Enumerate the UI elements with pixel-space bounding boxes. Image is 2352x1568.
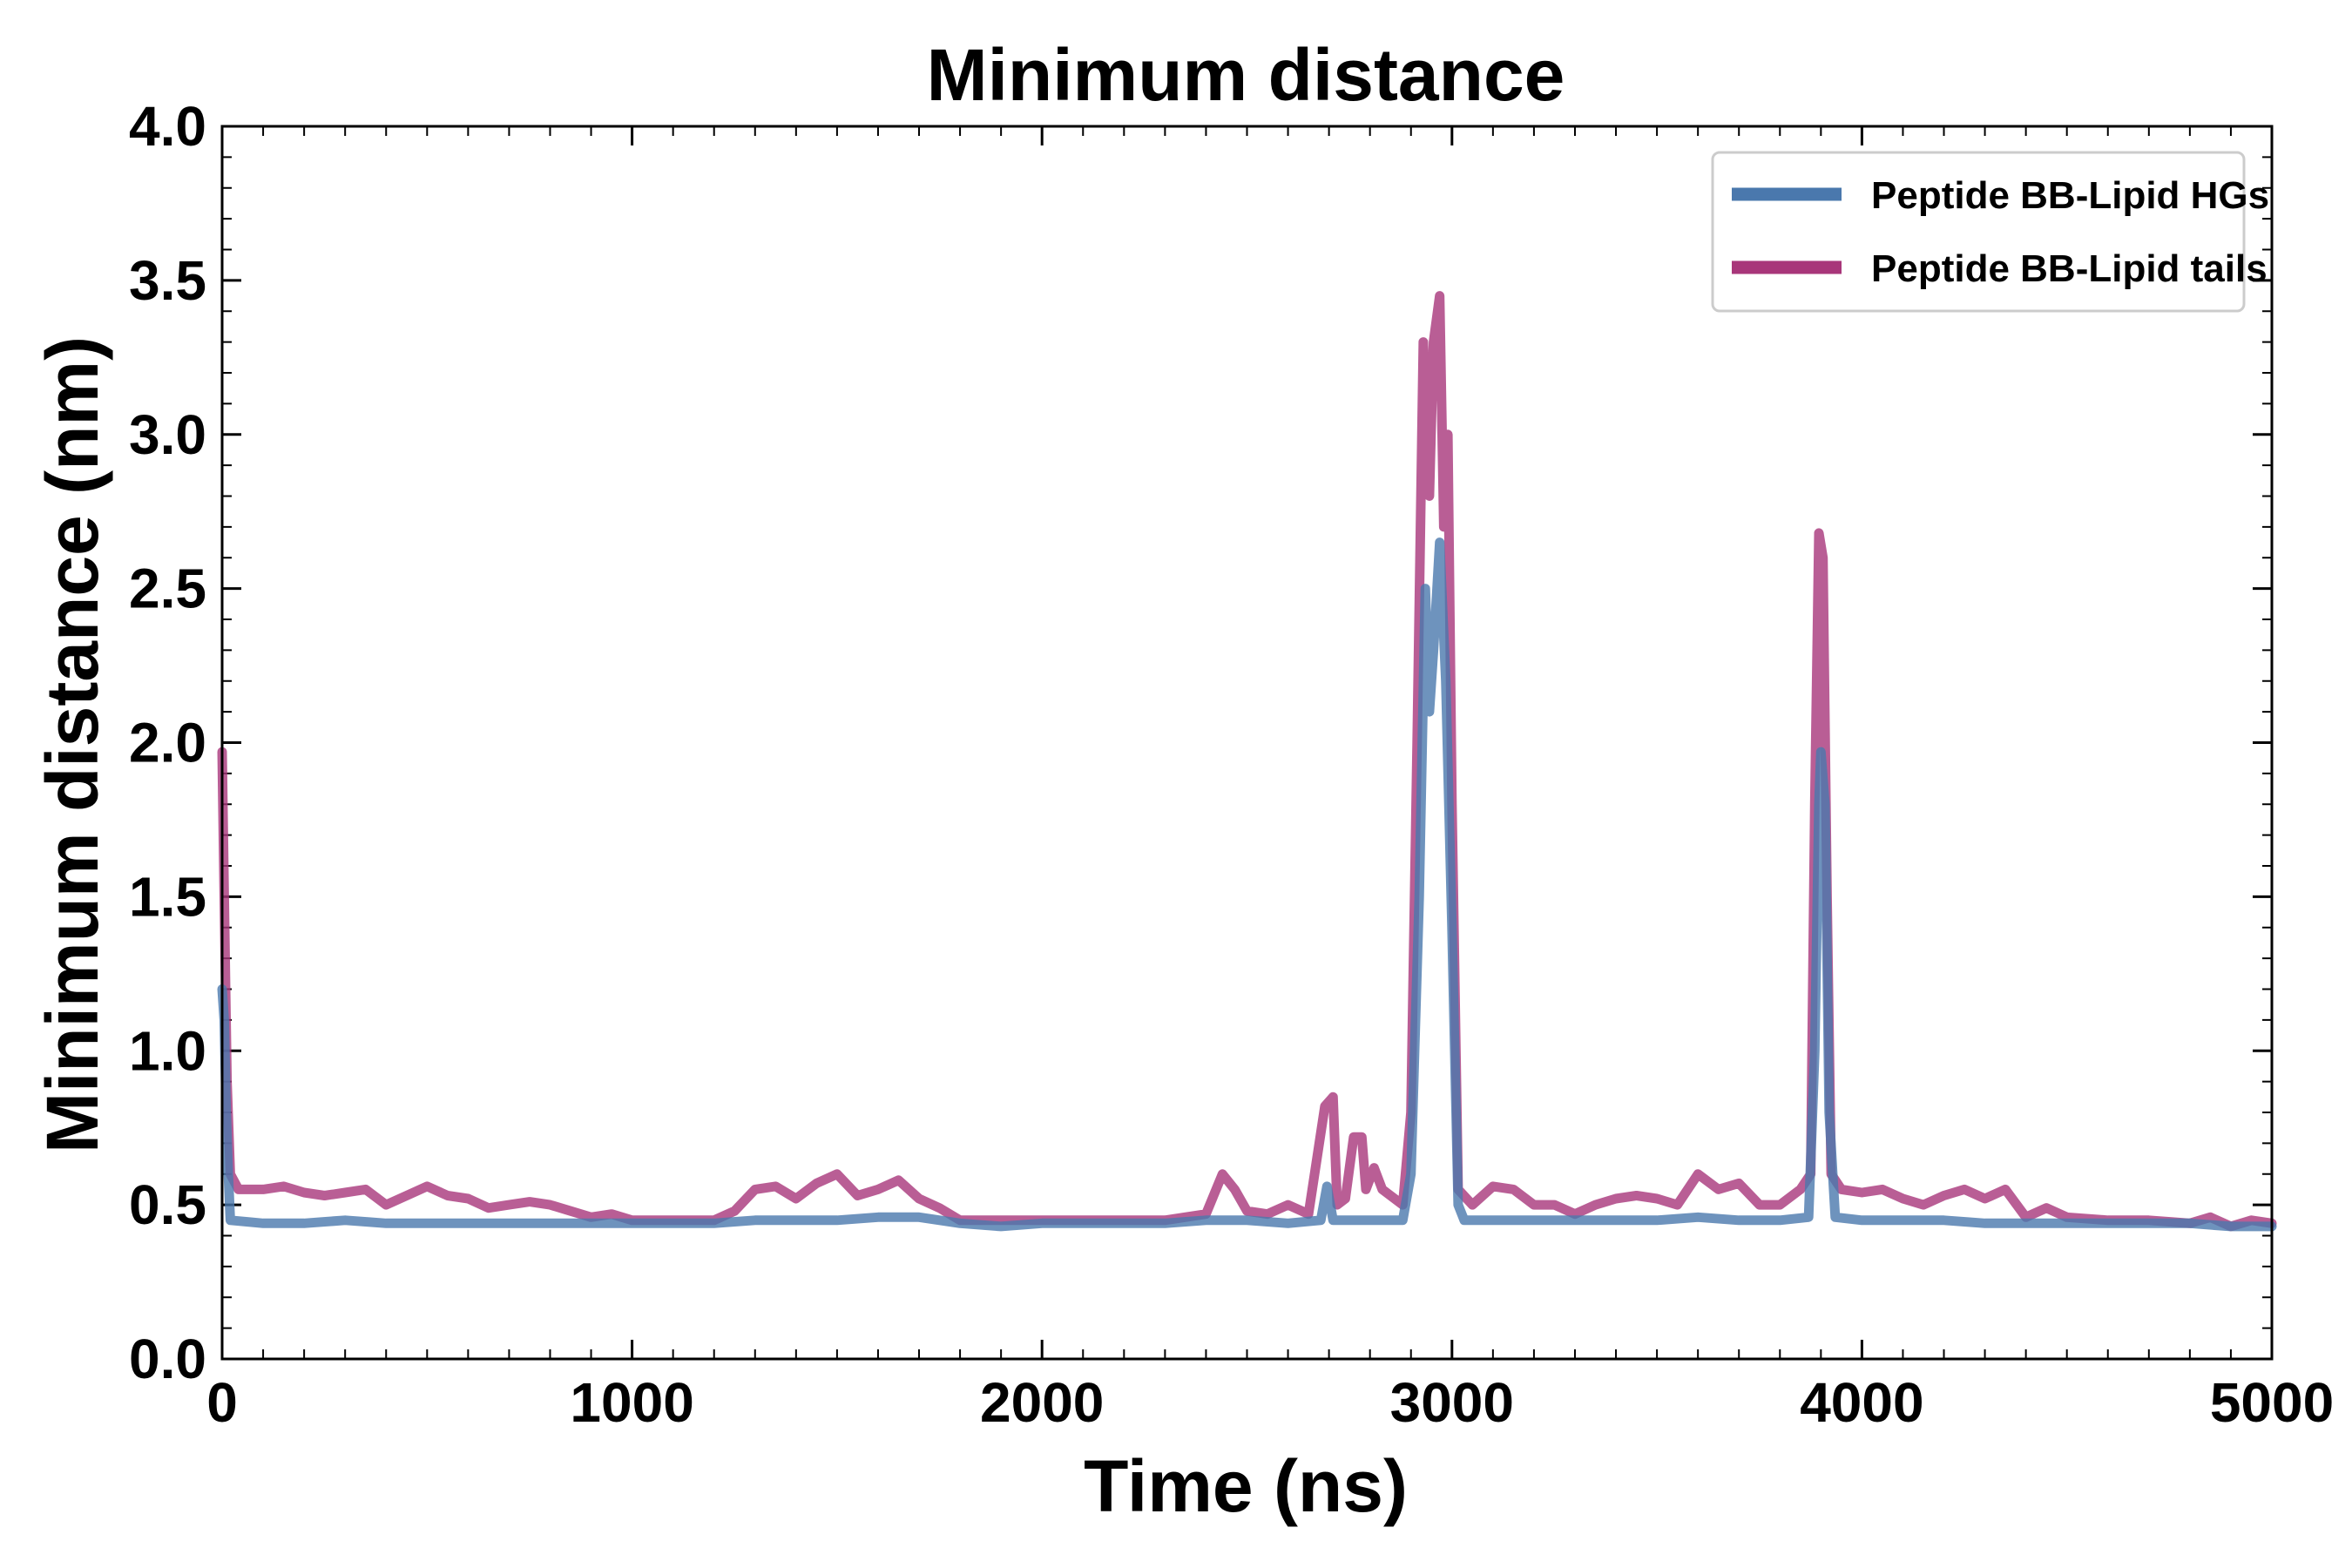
tick-labels: 0 1000 2000 3000 4000 5000 0.0 0.5 1.0 1.5 2.0 2.5 3…	[129, 95, 2334, 1434]
legend-label: Peptide BB-Lipid HGs	[1871, 174, 2269, 217]
x-tick-label: 4000	[1800, 1371, 1923, 1434]
y-tick-label: 2.0	[129, 712, 206, 774]
y-tick-label: 3.0	[129, 403, 206, 466]
y-tick-label: 0.5	[129, 1173, 206, 1236]
y-tick-label: 3.5	[129, 249, 206, 312]
y-tick-label: 4.0	[129, 95, 206, 158]
legend-box	[1711, 151, 2246, 313]
y-tick-label: 1.5	[129, 865, 206, 928]
x-tick-label: 1000	[570, 1371, 693, 1434]
series-lines	[217, 291, 2277, 1232]
y-axis-label: Minimum distance (nm)	[31, 336, 113, 1153]
series-line-lipid-hgs	[217, 537, 2277, 1232]
chart-title: Minimum distance	[927, 34, 1565, 116]
x-tick-label: 2000	[980, 1371, 1104, 1434]
x-tick-label: 0	[206, 1371, 238, 1434]
y-tick-label: 2.5	[129, 558, 206, 620]
y-tick-label: 0.0	[129, 1328, 206, 1390]
legend-label: Peptide BB-Lipid tails	[1871, 247, 2268, 290]
x-tick-label: 3000	[1390, 1371, 1514, 1434]
x-axis-label: Time (ns)	[1084, 1445, 1408, 1527]
plot-area-frame	[220, 125, 2274, 1361]
y-tick-label: 1.0	[129, 1019, 206, 1082]
legend: Peptide BB-Lipid HGs Peptide BB-Lipid tai…	[1711, 151, 2269, 313]
series-line-lipid-tails	[217, 291, 2277, 1232]
x-tick-label: 5000	[2210, 1371, 2334, 1434]
